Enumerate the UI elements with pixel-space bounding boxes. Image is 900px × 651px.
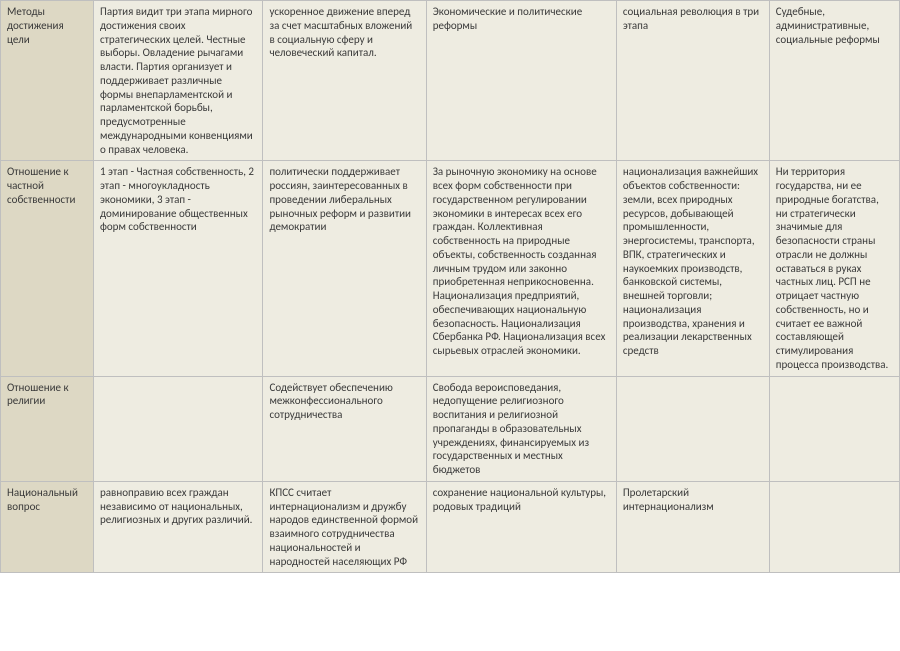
- table-cell: равноправию всех граждан независимо от н…: [94, 481, 263, 573]
- table-cell: Свобода вероисповедания, недопущение рел…: [426, 376, 616, 481]
- table-cell: сохранение национальной культуры, родовы…: [426, 481, 616, 573]
- table-cell: ускоренное движение вперед за счет масшт…: [263, 1, 426, 161]
- row-header: Методы достижения цели: [1, 1, 94, 161]
- table-row: Методы достижения цели Партия видит три …: [1, 1, 900, 161]
- table-cell: За рыночную экономику на основе всех фор…: [426, 161, 616, 376]
- table-cell: национализация важнейших объектов собств…: [616, 161, 769, 376]
- table-cell: политически поддерживает россиян, заинте…: [263, 161, 426, 376]
- table-cell: [616, 376, 769, 481]
- table-row: Национальный вопрос равноправию всех гра…: [1, 481, 900, 573]
- comparison-table: Методы достижения цели Партия видит три …: [0, 0, 900, 573]
- table-cell: [769, 481, 899, 573]
- table-cell: Экономические и политические реформы: [426, 1, 616, 161]
- table-cell: 1 этап - Частная собственность, 2 этап -…: [94, 161, 263, 376]
- table-cell: Ни территория государства, ни ее природн…: [769, 161, 899, 376]
- table-cell: Судебные, административные, социальные р…: [769, 1, 899, 161]
- table-cell: [94, 376, 263, 481]
- table-cell: Пролетарский интернационализм: [616, 481, 769, 573]
- row-header: Отношение к частной собственности: [1, 161, 94, 376]
- table-row: Отношение к религии Содействует обеспече…: [1, 376, 900, 481]
- table-cell: Содействует обеспечению межконфессиональ…: [263, 376, 426, 481]
- table-cell: Партия видит три этапа мирного достижени…: [94, 1, 263, 161]
- table-cell: КПСС считает интернационализм и дружбу н…: [263, 481, 426, 573]
- table-body: Методы достижения цели Партия видит три …: [1, 1, 900, 573]
- table-cell: социальная революция в три этапа: [616, 1, 769, 161]
- table-cell: [769, 376, 899, 481]
- row-header: Отношение к религии: [1, 376, 94, 481]
- row-header: Национальный вопрос: [1, 481, 94, 573]
- table-row: Отношение к частной собственности 1 этап…: [1, 161, 900, 376]
